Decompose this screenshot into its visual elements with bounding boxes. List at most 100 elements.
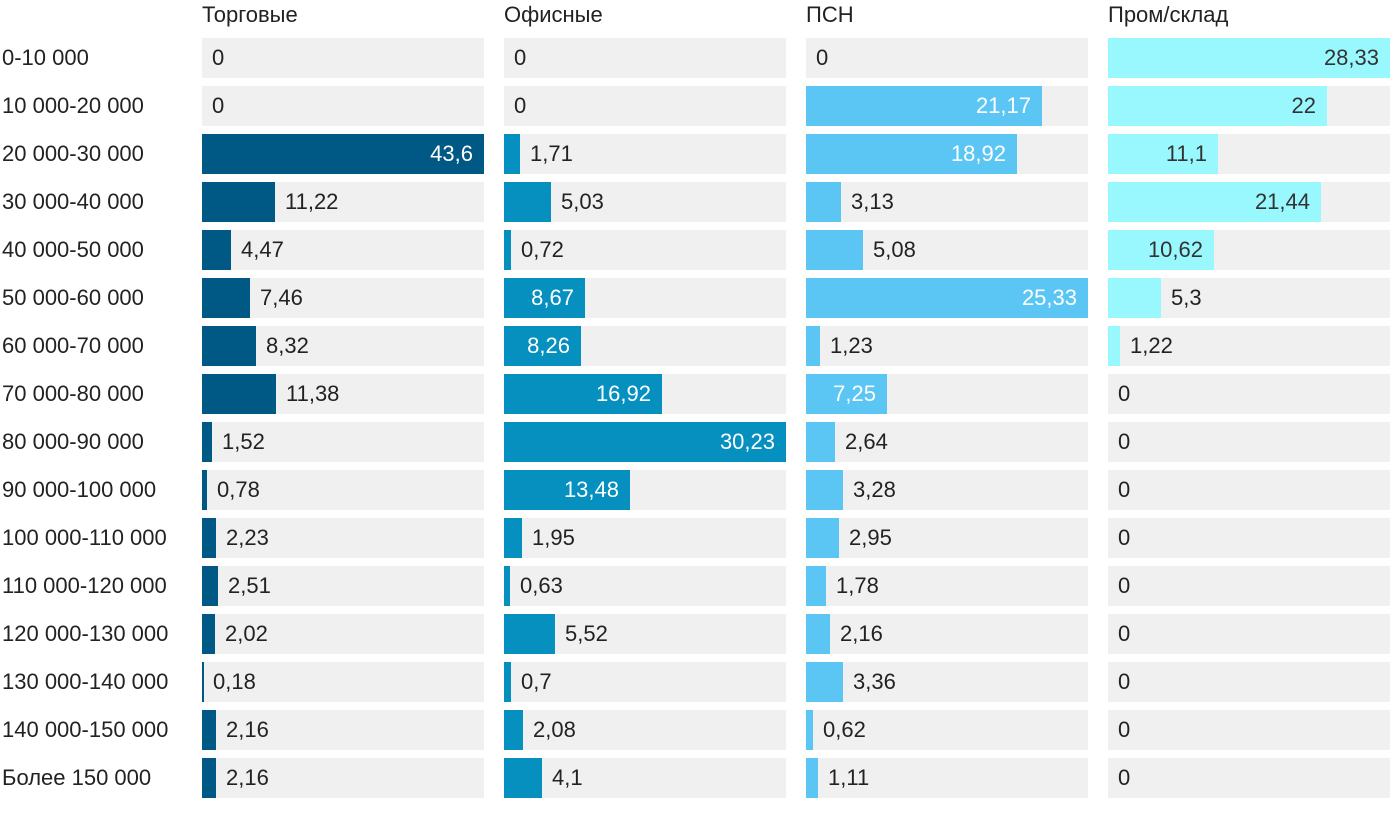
data-label: 1,78	[836, 573, 879, 598]
data-label: 43,6	[430, 141, 473, 166]
data-label: 11,22	[285, 189, 339, 214]
bar	[806, 230, 863, 270]
bar-track	[806, 38, 1088, 78]
bar	[202, 662, 204, 702]
bar-track	[202, 470, 484, 510]
data-label: 16,92	[595, 381, 651, 406]
data-label: 2,64	[845, 429, 888, 454]
data-label: 2,02	[225, 621, 268, 646]
data-label: 11,38	[286, 381, 340, 406]
data-label: 7,46	[260, 285, 303, 310]
bar-track	[1108, 710, 1390, 750]
data-label: 0,62	[823, 717, 866, 742]
bar-track	[504, 182, 786, 222]
bar-track	[504, 710, 786, 750]
bar-track	[1108, 518, 1390, 558]
bar	[202, 278, 250, 318]
data-label: 2,51	[228, 573, 271, 598]
bar-track	[806, 182, 1088, 222]
row-label: 70 000-80 000	[2, 381, 144, 406]
data-label: 5,03	[561, 189, 604, 214]
data-label: 0	[514, 45, 527, 70]
bar	[202, 518, 216, 558]
bar	[1108, 182, 1321, 222]
data-label: 18,92	[950, 141, 1006, 166]
row-label: 90 000-100 000	[2, 477, 157, 502]
data-label: 0	[1118, 381, 1131, 406]
data-label: 2,16	[226, 717, 269, 742]
bar	[504, 134, 520, 174]
bar-track	[1108, 758, 1390, 798]
row-label: 10 000-20 000	[2, 93, 144, 118]
bar	[806, 566, 826, 606]
row-label: 100 000-110 000	[2, 525, 167, 550]
data-label: 28,33	[1323, 45, 1379, 70]
bar-track	[504, 38, 786, 78]
bar	[202, 374, 276, 414]
data-label: 30,23	[719, 429, 775, 454]
bar	[202, 422, 212, 462]
bar	[806, 134, 1017, 174]
bar	[504, 326, 581, 366]
column-header: Пром/склад	[1108, 2, 1229, 27]
data-label: 0	[1118, 717, 1131, 742]
data-label: 1,22	[1130, 333, 1173, 358]
bar	[806, 86, 1042, 126]
bar	[806, 758, 818, 798]
bar-track	[504, 86, 786, 126]
bar-track	[202, 566, 484, 606]
bar-track	[806, 518, 1088, 558]
row-label: 40 000-50 000	[2, 237, 144, 262]
data-label: 0,72	[521, 237, 564, 262]
bar	[806, 422, 835, 462]
data-label: 0,63	[520, 573, 563, 598]
bar	[202, 710, 216, 750]
data-label: 8,32	[266, 333, 309, 358]
bar-track	[504, 518, 786, 558]
data-label: 22	[1291, 93, 1316, 118]
bar	[1108, 86, 1327, 126]
data-label: 2,16	[840, 621, 883, 646]
data-label: 21,17	[975, 93, 1031, 118]
data-label: 0	[1118, 765, 1131, 790]
bar-track	[1108, 422, 1390, 462]
column-header: ПСН	[806, 2, 854, 27]
bar	[806, 182, 841, 222]
row-label: 60 000-70 000	[2, 333, 144, 358]
bar-track	[202, 518, 484, 558]
data-label: 2,16	[226, 765, 269, 790]
data-label: 2,95	[849, 525, 892, 550]
row-label: 80 000-90 000	[2, 429, 144, 454]
data-label: 1,11	[828, 765, 870, 790]
bar	[1108, 278, 1161, 318]
bar	[202, 326, 256, 366]
column-header: Торговые	[202, 2, 298, 27]
row-label: 0-10 000	[2, 45, 89, 70]
bar	[1108, 38, 1390, 78]
bar-track	[806, 758, 1088, 798]
data-label: 0	[816, 45, 829, 70]
data-label: 0	[212, 45, 225, 70]
data-label: 5,3	[1171, 285, 1202, 310]
bar-track	[806, 710, 1088, 750]
bar-track	[806, 566, 1088, 606]
data-label: 4,1	[552, 765, 583, 790]
bar	[504, 182, 551, 222]
data-label: 1,71	[530, 141, 573, 166]
bar	[202, 566, 218, 606]
bar-track	[806, 662, 1088, 702]
bar	[504, 518, 522, 558]
bar	[504, 422, 786, 462]
data-label: 8,26	[527, 333, 570, 358]
bar	[806, 374, 887, 414]
bar-track	[504, 230, 786, 270]
bar-track	[1108, 662, 1390, 702]
bar	[806, 518, 839, 558]
data-label: 0	[1118, 669, 1131, 694]
bar	[504, 758, 542, 798]
bar	[504, 662, 511, 702]
bar	[504, 566, 510, 606]
row-label: 30 000-40 000	[2, 189, 144, 214]
bar	[202, 470, 207, 510]
bar	[202, 758, 216, 798]
